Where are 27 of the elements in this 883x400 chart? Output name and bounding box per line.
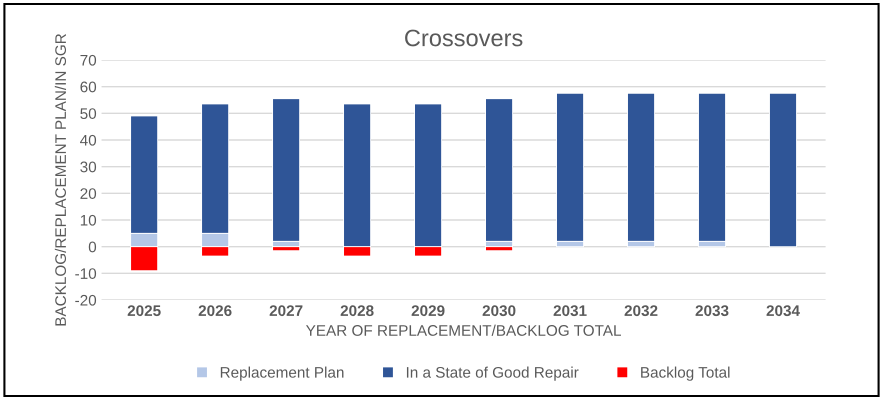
x-tick-label: 2034: [766, 305, 800, 316]
legend-label: Backlog Total: [641, 366, 730, 381]
y-tick-label: 30: [80, 162, 96, 172]
y-tick-label: 40: [80, 134, 96, 146]
y-axis-title: BACKLOG/REPLACEMENT PLAN/IN SGR: [54, 34, 66, 326]
y-tick-label: 50: [80, 108, 96, 120]
legend-label: Replacement Plan: [220, 366, 344, 381]
x-tick-label: 2033: [696, 305, 728, 316]
y-tick-label: 10: [80, 214, 96, 226]
legend-label: In a State of Good Repair: [406, 366, 579, 381]
x-tick-label: 2025: [128, 305, 161, 316]
y-tick-label: 0: [88, 242, 96, 252]
y-tick-label: 20: [80, 188, 96, 200]
x-tick-label: 2031: [554, 305, 587, 316]
y-tick-label: 70: [80, 54, 96, 66]
y-tick-label: -10: [75, 268, 96, 280]
x-tick-label: 2030: [482, 305, 516, 316]
bar: [769, 92, 797, 248]
x-tick-label: 2032: [624, 305, 658, 316]
x-tick-label: 2027: [270, 305, 302, 316]
y-tick-label: 60: [80, 82, 96, 92]
y-tick-label: -20: [75, 294, 96, 306]
chart-title: Crossovers: [405, 30, 522, 46]
x-tick-label: 2029: [412, 305, 445, 316]
x-tick-label: 2028: [340, 305, 374, 316]
x-tick-label: 2026: [198, 305, 232, 316]
x-axis-title: YEAR OF REPLACEMENT/BACKLOG TOTAL: [306, 324, 621, 336]
